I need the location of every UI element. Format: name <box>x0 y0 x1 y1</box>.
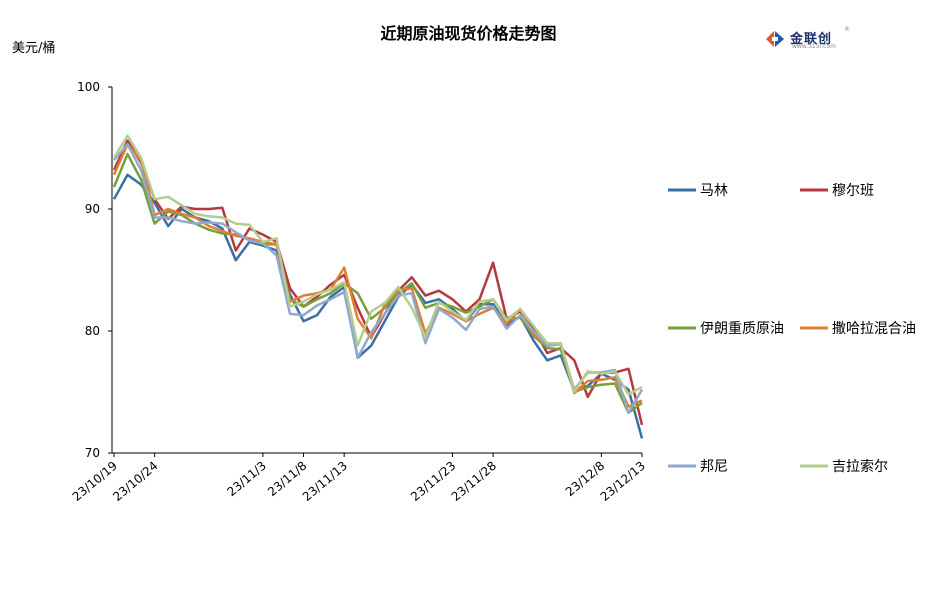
y-tick-label: 90 <box>85 202 100 216</box>
x-tick-label: 23/11/13 <box>300 459 350 504</box>
y-axis-label: 美元/桶 <box>12 41 56 56</box>
x-tick-label: 23/12/13 <box>598 459 648 504</box>
y-tick-label: 80 <box>85 324 100 338</box>
series-line-4 <box>113 143 644 414</box>
logo-icon <box>766 31 784 47</box>
logo-text: 金联创 <box>790 32 833 47</box>
series-line-3 <box>112 143 643 408</box>
series-line-1 <box>112 139 644 426</box>
series-line-0 <box>112 173 644 439</box>
legend-label: 马林 <box>700 183 728 199</box>
x-tick-label: 23/10/24 <box>110 459 160 504</box>
series-layer <box>112 134 644 439</box>
legend-label: 撒哈拉混合油 <box>832 321 916 337</box>
legend-label: 吉拉索尔 <box>832 458 888 475</box>
logo: 金联创 www.315i.com ® <box>764 26 854 54</box>
x-tick-label: 23/11/28 <box>449 459 499 504</box>
series-line-2 <box>112 152 643 414</box>
legend-label: 伊朗重质原油 <box>700 321 784 337</box>
x-tick-label: 23/11/3 <box>224 459 268 499</box>
logo-registered-mark: ® <box>844 26 850 33</box>
chart-title: 近期原油现货价格走势图 <box>380 24 557 43</box>
legend-label: 邦尼 <box>700 459 728 475</box>
logo-url: www.315i.com <box>792 43 836 50</box>
legend-label: 穆尔班 <box>832 183 874 199</box>
y-tick-label: 70 <box>85 446 100 460</box>
y-tick-label: 100 <box>77 80 100 94</box>
series-line-5 <box>112 134 643 396</box>
